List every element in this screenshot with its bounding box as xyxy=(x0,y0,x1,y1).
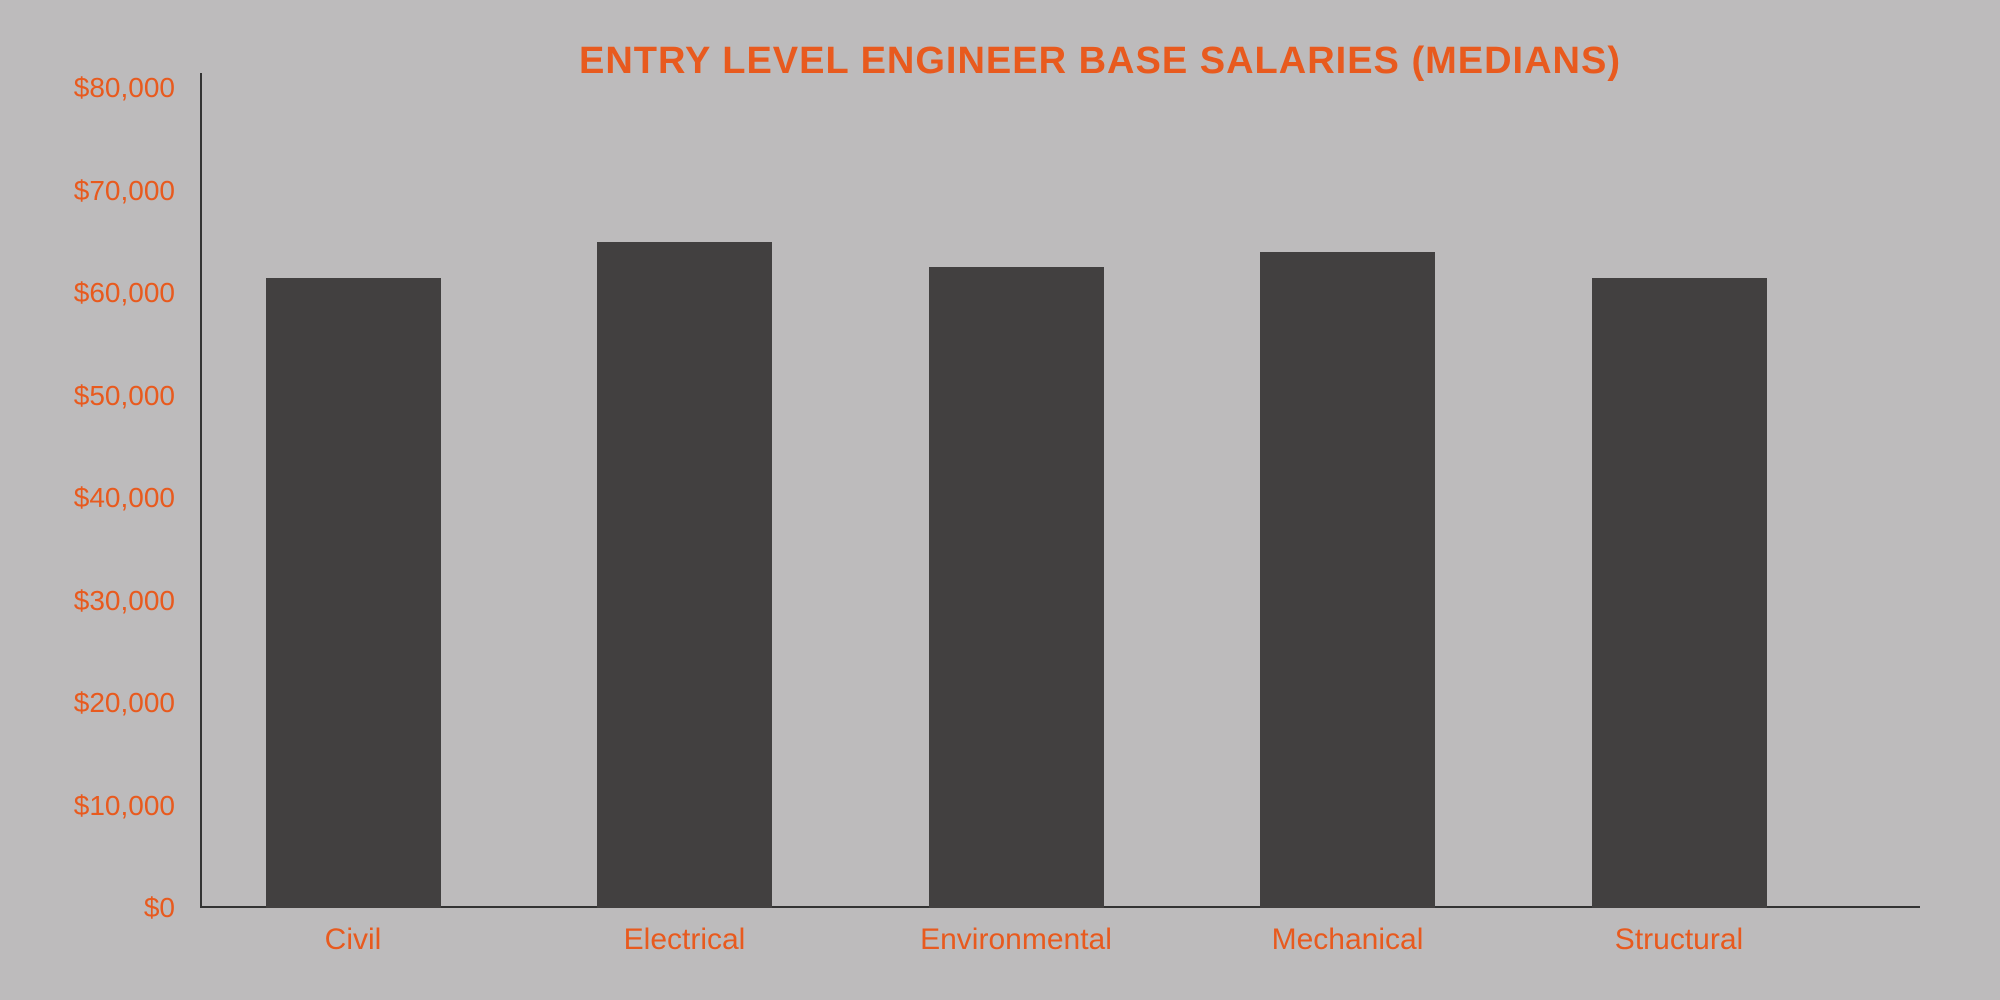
x-axis-label: Environmental xyxy=(920,923,1112,957)
y-axis-label: $70,000 xyxy=(55,175,175,207)
y-axis-label: $30,000 xyxy=(55,585,175,617)
y-axis-label: $50,000 xyxy=(55,380,175,412)
y-axis-label: $20,000 xyxy=(55,687,175,719)
y-axis-label: $40,000 xyxy=(55,482,175,514)
x-labels-container: Civil Electrical Environmental Mechanical St… xyxy=(200,923,1900,973)
bar xyxy=(266,278,441,908)
chart-title: ENTRY LEVEL ENGINEER BASE SALARIES (MEDI… xyxy=(60,40,1940,83)
y-axis-label: $60,000 xyxy=(55,277,175,309)
y-axis-line xyxy=(200,73,202,908)
bar xyxy=(929,267,1104,908)
y-axis-label: $0 xyxy=(55,892,175,924)
x-axis-label: Civil xyxy=(325,923,382,957)
bar xyxy=(597,242,772,908)
bar xyxy=(1592,278,1767,908)
bar xyxy=(1260,252,1435,908)
plot-area: $0$10,000$20,000$30,000$40,000$50,000$60… xyxy=(200,88,1900,908)
y-axis-labels: $0$10,000$20,000$30,000$40,000$50,000$60… xyxy=(60,76,190,908)
x-axis-label: Structural xyxy=(1615,923,1743,957)
x-axis-label: Mechanical xyxy=(1272,923,1424,957)
y-axis-label: $10,000 xyxy=(55,790,175,822)
chart-container: ENTRY LEVEL ENGINEER BASE SALARIES (MEDI… xyxy=(0,0,2000,1000)
y-axis-label: $80,000 xyxy=(55,72,175,104)
x-axis-label: Electrical xyxy=(624,923,746,957)
